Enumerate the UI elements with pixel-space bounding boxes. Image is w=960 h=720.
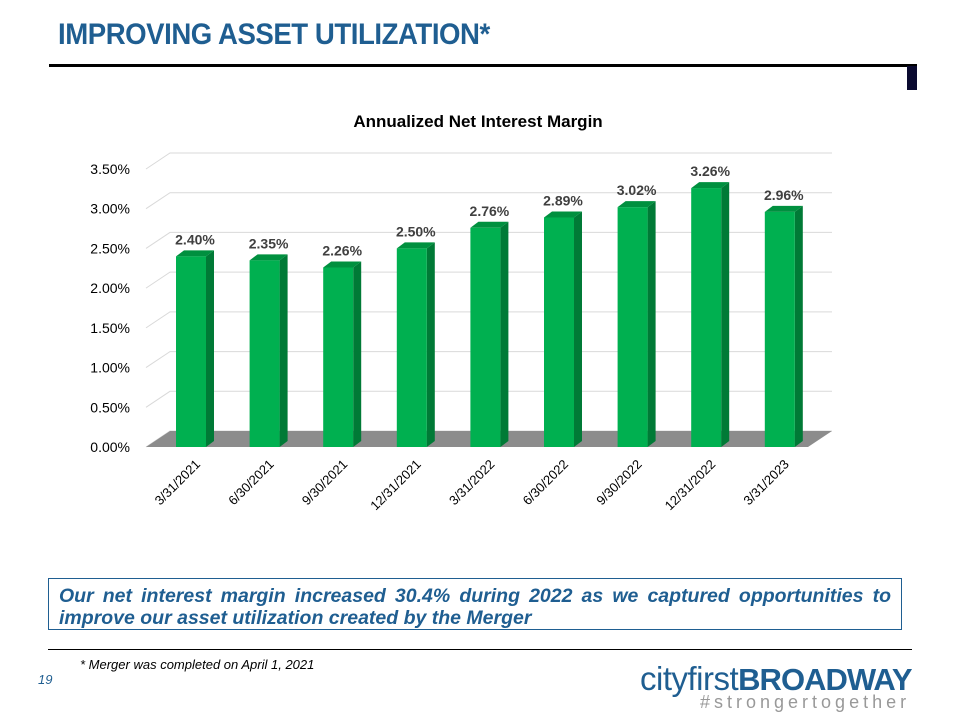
company-logo: cityfirstBROADWAY <box>640 660 913 698</box>
gridline <box>145 351 832 368</box>
title-divider-end <box>907 66 917 90</box>
chart-title: Annualized Net Interest Margin <box>353 112 602 131</box>
bar <box>764 211 795 447</box>
footnote: * Merger was completed on April 1, 2021 <box>80 657 315 672</box>
bar-top <box>764 205 803 212</box>
page-number: 19 <box>38 672 53 687</box>
bar-side <box>353 261 362 447</box>
y-tick-label: 3.50% <box>90 161 130 177</box>
bar <box>691 188 722 447</box>
gridline <box>145 152 832 170</box>
bar-top <box>691 182 730 189</box>
page-title: IMPROVING ASSET UTILIZATION* <box>58 18 490 51</box>
logo-tagline: #strongertogether <box>700 692 911 712</box>
bar-top <box>617 201 656 208</box>
footer-divider <box>48 649 912 650</box>
bar-side <box>647 201 656 447</box>
data-label: 2.50% <box>396 223 436 239</box>
y-tick-label: 1.00% <box>90 360 130 376</box>
bar-side <box>426 242 435 447</box>
callout-box: Our net interest margin increased 30.4% … <box>48 578 902 630</box>
data-label: 2.89% <box>543 192 583 208</box>
x-tick-label: 3/31/2022 <box>446 457 498 509</box>
bar <box>323 267 354 447</box>
x-tick-label: 3/31/2023 <box>740 457 792 509</box>
bar-top <box>470 221 509 228</box>
bar-side <box>574 211 582 447</box>
bar-side <box>794 205 803 447</box>
bar <box>176 256 206 447</box>
bar-side <box>206 250 214 447</box>
bar-top <box>323 261 362 268</box>
bar-side <box>721 182 730 447</box>
x-tick-label: 12/31/2022 <box>662 457 719 514</box>
bar <box>396 248 427 447</box>
bar-side <box>500 221 509 447</box>
y-tick-label: 2.50% <box>90 240 130 256</box>
bar-side <box>279 254 288 447</box>
bar <box>617 207 648 447</box>
y-tick-label: 2.00% <box>90 280 130 296</box>
gridline <box>145 231 832 249</box>
data-label: 2.40% <box>175 231 215 247</box>
gridline <box>145 311 832 329</box>
gridline <box>145 390 832 408</box>
data-label: 2.76% <box>470 203 510 219</box>
x-tick-label: 6/30/2022 <box>520 457 572 509</box>
x-tick-label: 6/30/2021 <box>225 457 277 509</box>
logo-part1: cityfirst <box>640 660 739 697</box>
y-tick-label: 0.50% <box>90 399 130 415</box>
title-divider <box>49 64 917 67</box>
x-tick-label: 9/30/2022 <box>593 457 645 509</box>
net-interest-margin-chart: Annualized Net Interest Margin 0.00% 0.50… <box>90 112 832 514</box>
bar-top <box>176 250 214 257</box>
x-tick-label: 12/31/2021 <box>367 457 424 514</box>
x-tick-label: 3/31/2021 <box>152 457 204 509</box>
y-tick-label: 1.50% <box>90 320 130 336</box>
data-label: 2.96% <box>764 187 804 203</box>
bar <box>249 260 280 447</box>
data-label: 2.35% <box>249 235 289 251</box>
y-tick-label: 0.00% <box>90 439 130 455</box>
bar-top <box>544 211 582 218</box>
y-tick-label: 3.00% <box>90 201 130 217</box>
bar <box>544 217 574 447</box>
data-label: 2.26% <box>322 242 362 258</box>
bar-top <box>396 242 435 249</box>
bar-top <box>249 254 288 261</box>
x-tick-label: 9/30/2021 <box>299 457 351 509</box>
gridline <box>145 192 832 210</box>
data-label: 3.02% <box>617 182 657 198</box>
logo-part2: BROADWAY <box>738 662 912 697</box>
bar <box>470 227 501 447</box>
gridline <box>145 271 832 289</box>
data-label: 3.26% <box>690 163 730 179</box>
